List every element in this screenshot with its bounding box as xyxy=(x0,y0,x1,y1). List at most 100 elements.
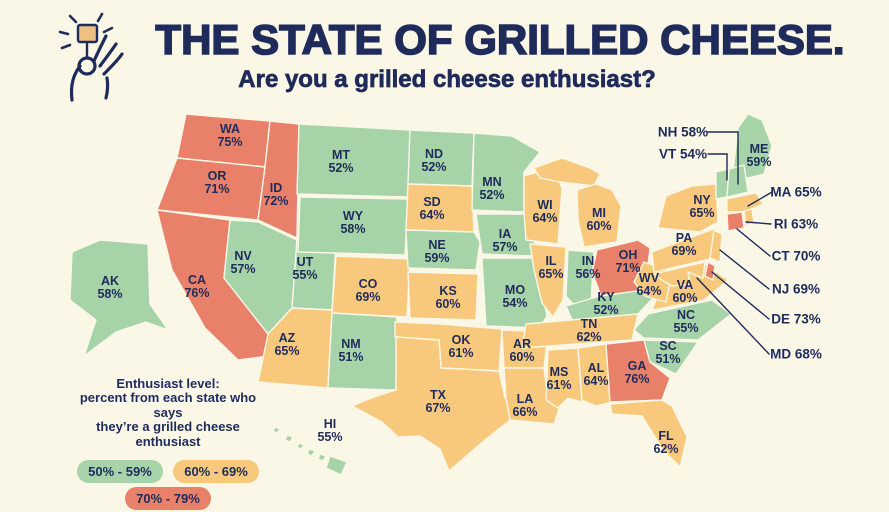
state-value-label-LA: 66% xyxy=(512,405,537,419)
state-abbr-label-GA: GA xyxy=(628,359,647,373)
state-shape-CT xyxy=(726,211,745,232)
state-value-label-GA: 76% xyxy=(624,372,649,386)
state-value-label-AR: 60% xyxy=(509,350,534,364)
state-abbr-label-NM: NM xyxy=(341,337,360,351)
state-shape-AL xyxy=(577,343,613,407)
callout-line-VT xyxy=(707,153,728,181)
state-abbr-label-MS: MS xyxy=(550,365,569,379)
state-shape-MI xyxy=(533,157,601,187)
state-value-label-PA: 69% xyxy=(671,244,696,258)
legend-range-pill-yellow: 60% - 69% xyxy=(173,460,259,483)
state-value-label-NY: 65% xyxy=(689,206,714,220)
callout-line-NJ xyxy=(719,249,770,290)
legend-description-line1: percent from each state who says xyxy=(79,390,257,420)
state-shape-AK xyxy=(69,239,169,357)
state-value-label-MS: 61% xyxy=(546,378,571,392)
state-value-label-NC: 55% xyxy=(673,321,698,335)
legend-description-line2: they’re a grilled cheese enthusiast xyxy=(96,419,240,449)
state-shape-FL xyxy=(609,399,688,468)
callout-label-NH: NH 58% xyxy=(658,125,708,140)
state-shape-AZ xyxy=(257,307,333,389)
state-abbr-label-ID: ID xyxy=(270,181,283,195)
state-shape-LA xyxy=(503,367,561,425)
state-value-label-ND: 52% xyxy=(421,160,446,174)
state-value-label-TN: 62% xyxy=(576,330,601,344)
state-shape-HI xyxy=(325,455,348,476)
callout-label-DE: DE 73% xyxy=(771,312,821,327)
state-abbr-label-OK: OK xyxy=(452,333,471,347)
state-value-label-OR: 71% xyxy=(204,182,229,196)
hand-icon-svg xyxy=(58,12,124,102)
grilled-cheese-square xyxy=(76,23,99,44)
callout-label-VT: VT 54% xyxy=(659,147,707,162)
state-abbr-label-KY: KY xyxy=(597,290,615,304)
state-shape-MI xyxy=(576,183,622,248)
state-shape-KS xyxy=(407,271,479,321)
state-abbr-label-SD: SD xyxy=(423,195,440,209)
state-shape-NJ xyxy=(709,229,723,263)
state-value-label-UT: 55% xyxy=(292,268,317,282)
state-shape-NE xyxy=(405,229,481,271)
state-shape-HI xyxy=(284,434,294,443)
state-abbr-label-FL: FL xyxy=(658,429,674,443)
state-abbr-label-AZ: AZ xyxy=(279,331,296,345)
state-value-label-TX: 67% xyxy=(425,401,450,415)
state-abbr-label-VA: VA xyxy=(677,278,693,292)
state-abbr-label-WY: WY xyxy=(343,209,364,223)
state-value-label-SD: 64% xyxy=(419,208,444,222)
legend-range-pill-green: 50% - 59% xyxy=(77,460,163,483)
state-shape-HI xyxy=(317,453,327,462)
state-abbr-label-CO: CO xyxy=(359,277,378,291)
state-abbr-label-MO: MO xyxy=(505,283,525,297)
state-value-label-IL: 65% xyxy=(538,267,563,281)
callout-label-MD: MD 68% xyxy=(770,347,822,362)
us-map: WA 75% OR 71% CA 76% ID 72% NV 57% UT 55% AZ 65% MT 52%… xyxy=(69,113,822,476)
state-shape-ID xyxy=(257,120,300,239)
state-abbr-label-AK: AK xyxy=(101,274,119,288)
state-value-label-AK: 58% xyxy=(97,287,122,301)
legend-range-pill-red: 70% - 79% xyxy=(125,487,211,510)
state-value-label-MI: 60% xyxy=(586,219,611,233)
state-abbr-label-IA: IA xyxy=(499,227,512,241)
state-abbr-label-NC: NC xyxy=(677,308,695,322)
state-abbr-label-ND: ND xyxy=(425,147,443,161)
callout-line-NH xyxy=(706,131,739,185)
legend-pill-row: 50% - 59% 60% - 69% 70% - 79% xyxy=(67,458,269,512)
callout-label-RI: RI 63% xyxy=(774,217,818,232)
hand-outline xyxy=(69,34,124,102)
state-value-label-CO: 69% xyxy=(355,290,380,304)
callout-label-MA: MA 65% xyxy=(770,185,821,200)
state-shape-HI xyxy=(306,448,316,457)
state-value-label-WI: 64% xyxy=(532,211,557,225)
state-abbr-label-NY: NY xyxy=(693,193,711,207)
state-abbr-label-TX: TX xyxy=(430,388,447,402)
state-abbr-label-KS: KS xyxy=(439,284,456,298)
state-abbr-label-MN: MN xyxy=(482,175,501,189)
state-value-label-HI: 55% xyxy=(317,430,342,444)
state-shape-HI xyxy=(272,426,281,434)
state-abbr-label-WV: WV xyxy=(639,271,660,285)
state-shape-TN xyxy=(521,313,639,349)
state-value-label-NM: 51% xyxy=(338,350,363,364)
callout-line-MD xyxy=(696,277,770,355)
state-abbr-label-NV: NV xyxy=(234,249,252,263)
state-abbr-label-HI: HI xyxy=(324,417,337,431)
state-shape-SC xyxy=(643,339,699,375)
state-value-label-AL: 64% xyxy=(583,374,608,388)
callout-label-CT: CT 70% xyxy=(772,249,821,264)
state-shape-RI xyxy=(743,208,755,227)
callout-line-MA xyxy=(747,191,773,207)
state-shape-WY xyxy=(297,196,409,256)
state-abbr-label-PA: PA xyxy=(676,231,692,245)
callout-label-NJ: NJ 69% xyxy=(772,282,820,297)
state-value-label-ID: 72% xyxy=(263,194,288,208)
infographic-canvas: THE STATE OF GRILLED CHEESE. Are you a g… xyxy=(58,12,845,510)
state-abbr-label-OH: OH xyxy=(619,248,638,262)
state-value-label-OK: 61% xyxy=(448,346,473,360)
state-shape-IL xyxy=(529,243,567,318)
state-abbr-label-IN: IN xyxy=(582,254,595,268)
state-shape-MN xyxy=(471,132,541,213)
state-shape-NC xyxy=(633,299,732,341)
state-abbr-label-MI: MI xyxy=(592,206,606,220)
